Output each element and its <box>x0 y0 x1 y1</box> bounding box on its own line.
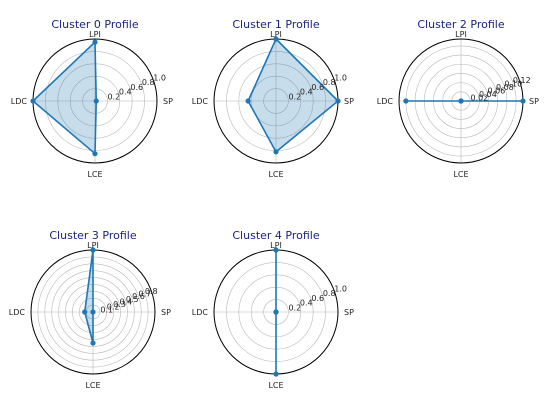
data-point-lce <box>92 151 98 157</box>
radial-tick-label: 0.8 <box>323 289 336 298</box>
panel-title: Cluster 4 Profile <box>232 229 319 242</box>
radial-tick-label: 0.04 <box>479 90 497 99</box>
panel-title: Cluster 1 Profile <box>232 18 319 31</box>
radial-tick-label: 1.0 <box>334 73 347 82</box>
axis-label-lpi: LPI <box>87 241 99 250</box>
panel-title: Cluster 2 Profile <box>417 18 504 31</box>
axis-label-sp: SP <box>529 97 539 106</box>
data-point-lce <box>273 371 279 377</box>
radar-panel-3: Cluster 3 Profile 0.10.20.30.40.50.60.70.… <box>9 229 171 390</box>
radial-tick-label: 0.2 <box>288 303 301 312</box>
radial-tick-label: 0.4 <box>300 299 313 308</box>
axis-label-lce: LCE <box>268 170 283 179</box>
axis-label-sp: SP <box>344 97 354 106</box>
radial-tick-label: 0.4 <box>119 88 132 97</box>
data-point-lce <box>90 340 96 346</box>
panel-title: Cluster 0 Profile <box>51 18 138 31</box>
radial-tick-label: 0.02 <box>470 93 488 102</box>
data-point-ldc <box>403 98 409 104</box>
axis-label-lce: LCE <box>85 381 100 390</box>
data-point-ldc <box>30 98 36 104</box>
axis-label-sp: SP <box>163 97 173 106</box>
axis-label-lce: LCE <box>268 381 283 390</box>
radar-panel-0: Cluster 0 Profile 0.20.40.60.81.0 SP LPI LDC… <box>11 18 173 179</box>
data-point-sp <box>520 98 526 104</box>
data-point-lpi <box>273 36 279 42</box>
data-point-lce <box>273 149 279 155</box>
data-point-sp <box>335 98 341 104</box>
series-area <box>32 41 98 155</box>
radial-tick-label: 0.2 <box>107 92 120 101</box>
data-point-ldc <box>245 98 251 104</box>
axis-label-ldc: LDC <box>192 97 209 106</box>
axis-label-lpi: LPI <box>270 30 282 39</box>
radial-tick-label: 0.2 <box>288 92 301 101</box>
axis-label-lce: LCE <box>453 170 468 179</box>
data-point-lpi <box>92 39 98 45</box>
radial-tick-label: 0.2 <box>107 303 120 312</box>
axis-label-ldc: LDC <box>377 97 394 106</box>
axis-label-ldc: LDC <box>192 308 209 317</box>
axis-label-ldc: LDC <box>9 308 26 317</box>
radial-tick-label: 0.8 <box>142 78 155 87</box>
radial-tick-label: 0.6 <box>311 294 324 303</box>
data-point-ldc <box>82 309 88 315</box>
radial-tick-label: 0.6 <box>311 83 324 92</box>
radial-tick-label: 0.7 <box>139 290 152 299</box>
radial-tick-label: 0.6 <box>132 292 145 301</box>
radial-tick-label: 0.4 <box>119 297 132 306</box>
radar-panel-1: Cluster 1 Profile 0.20.40.60.81.0 SP LPI LDC… <box>192 18 354 179</box>
radial-tick-label: 0.6 <box>130 83 143 92</box>
axis-label-sp: SP <box>344 308 354 317</box>
data-point-sp <box>90 309 96 315</box>
radar-panel-4: Cluster 4 Profile 0.20.40.60.81.0 SP LPI LDC… <box>192 229 354 390</box>
radial-tick-label: 0.4 <box>300 88 313 97</box>
radial-tick-label: 0.12 <box>513 76 531 85</box>
data-point-sp <box>93 98 99 104</box>
axis-label-lpi: LPI <box>270 241 282 250</box>
axis-label-sp: SP <box>161 308 171 317</box>
radial-tick-label: 1.0 <box>334 284 347 293</box>
axis-label-lpi: LPI <box>455 30 467 39</box>
radial-tick-label: 0.08 <box>496 83 514 92</box>
radial-tick-label: 0.10 <box>504 79 522 88</box>
radial-tick-label: 1.0 <box>153 73 166 82</box>
radial-tick-label: 0.06 <box>487 86 505 95</box>
radial-tick-label: 0.8 <box>323 78 336 87</box>
radial-tick-label: 0.1 <box>100 305 113 314</box>
axis-label-ldc: LDC <box>11 97 28 106</box>
axis-label-lpi: LPI <box>89 30 101 39</box>
data-point-lpi <box>90 247 96 253</box>
radial-tick-label: 0.5 <box>126 295 139 304</box>
data-point-ldc <box>273 309 279 315</box>
radial-tick-label: 0.3 <box>113 300 126 309</box>
radar-panel-2: Cluster 2 Profile 0.020.040.060.080.100.1… <box>377 18 539 179</box>
axis-label-lce: LCE <box>87 170 102 179</box>
panel-title: Cluster 3 Profile <box>49 229 136 242</box>
radial-tick-label: 0.8 <box>145 287 158 296</box>
data-point-lce <box>458 98 464 104</box>
data-point-lpi <box>273 247 279 253</box>
